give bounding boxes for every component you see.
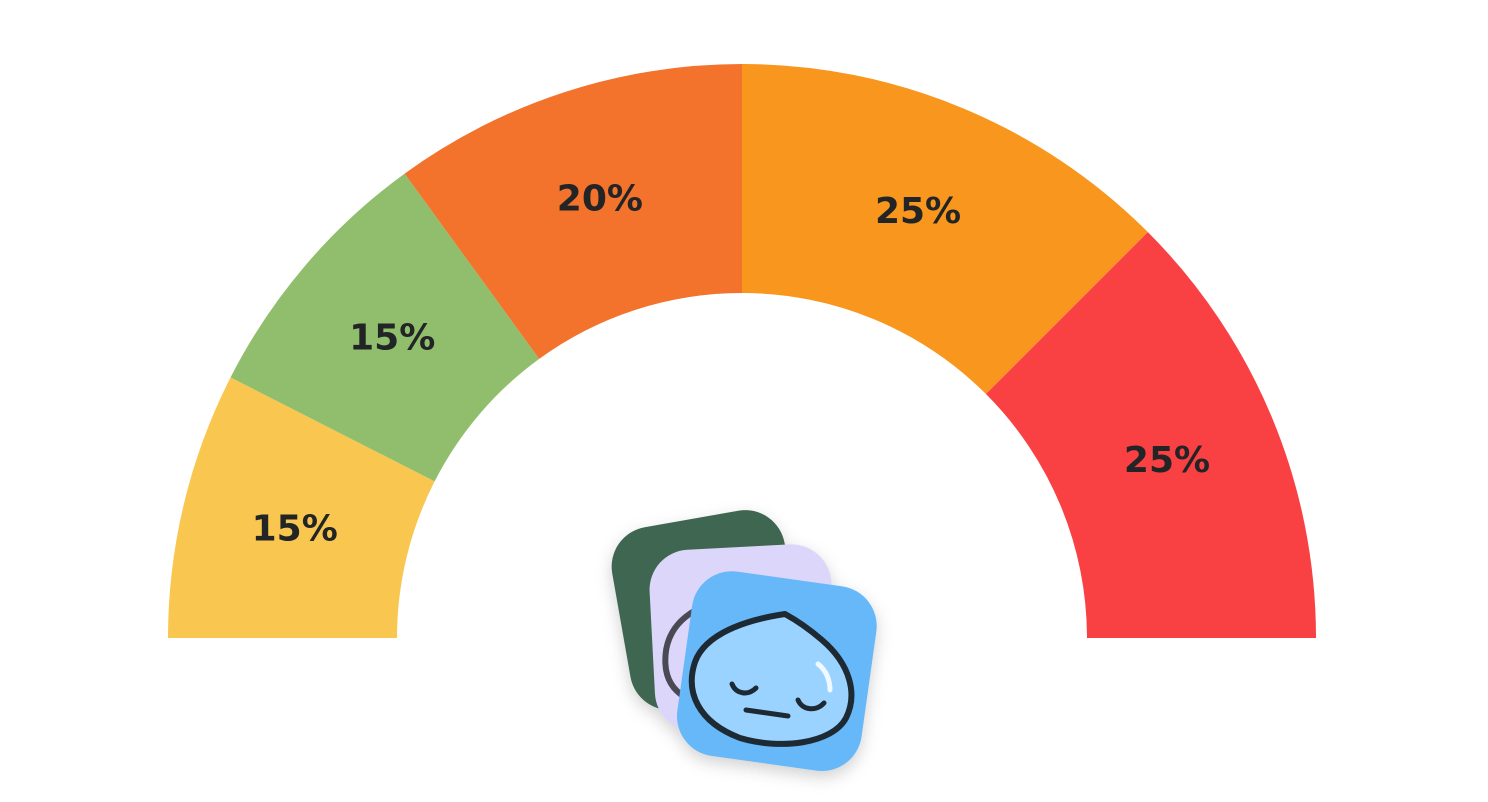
- gauge-segment-1: [168, 377, 435, 638]
- mascot-stack: [611, 510, 877, 771]
- gauge-segments: [168, 64, 1316, 638]
- segment-label-4: 25%: [875, 191, 961, 232]
- gauge-segment-2: [230, 173, 540, 482]
- gauge-segment-5: [985, 232, 1316, 638]
- gauge-labels: 15% 15% 20% 25% 25%: [252, 179, 1210, 550]
- gauge-segment-3: [404, 64, 742, 359]
- segment-label-3: 20%: [557, 179, 643, 220]
- segment-label-1: 15%: [252, 509, 338, 550]
- gauge-segment-4: [742, 64, 1148, 395]
- segment-label-5: 25%: [1124, 440, 1210, 481]
- segment-label-2: 15%: [349, 317, 435, 358]
- water-drop-face-icon: [688, 611, 855, 747]
